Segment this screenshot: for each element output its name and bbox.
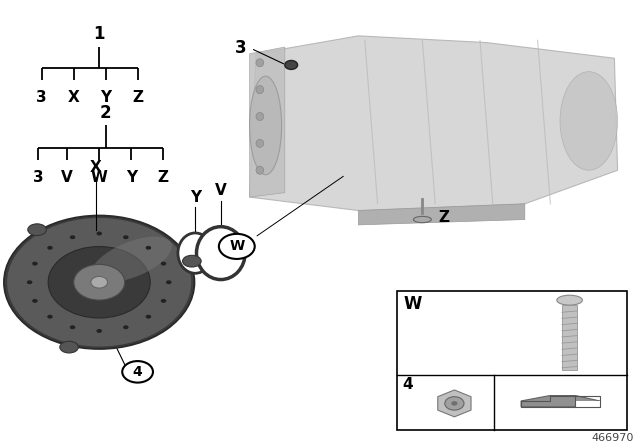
Circle shape [219, 234, 255, 259]
Ellipse shape [250, 76, 282, 175]
Polygon shape [358, 204, 525, 225]
Ellipse shape [256, 112, 264, 121]
Polygon shape [521, 396, 600, 407]
Ellipse shape [97, 232, 102, 236]
Ellipse shape [146, 315, 151, 319]
Circle shape [451, 401, 458, 405]
Polygon shape [250, 47, 285, 197]
Text: 3: 3 [235, 39, 246, 57]
Ellipse shape [97, 329, 102, 333]
Ellipse shape [557, 295, 582, 305]
Ellipse shape [146, 246, 151, 250]
Ellipse shape [161, 299, 166, 303]
Ellipse shape [74, 264, 125, 300]
Circle shape [445, 396, 464, 410]
Text: Z: Z [438, 210, 449, 225]
Text: W: W [403, 295, 422, 313]
Ellipse shape [32, 299, 38, 303]
Text: W: W [229, 239, 244, 254]
Ellipse shape [560, 72, 618, 170]
Text: Z: Z [157, 170, 169, 185]
Ellipse shape [6, 217, 192, 347]
Ellipse shape [196, 227, 245, 280]
Ellipse shape [256, 59, 264, 67]
Text: 3: 3 [36, 90, 47, 104]
Ellipse shape [28, 224, 46, 236]
Text: Y: Y [125, 170, 137, 185]
Circle shape [122, 361, 153, 383]
Ellipse shape [32, 262, 38, 266]
Polygon shape [438, 390, 471, 417]
Ellipse shape [47, 246, 52, 250]
Ellipse shape [123, 235, 129, 239]
Bar [397, 291, 627, 430]
Polygon shape [575, 401, 600, 407]
Text: V: V [215, 184, 227, 198]
Ellipse shape [256, 166, 264, 174]
Text: 2: 2 [100, 104, 111, 122]
Text: X: X [68, 90, 79, 104]
Ellipse shape [178, 233, 212, 273]
Ellipse shape [60, 341, 78, 353]
Ellipse shape [256, 86, 264, 94]
Bar [562, 305, 577, 370]
Ellipse shape [161, 262, 166, 266]
Ellipse shape [166, 280, 172, 284]
Ellipse shape [70, 325, 76, 329]
Ellipse shape [91, 276, 108, 288]
Ellipse shape [182, 255, 201, 267]
Text: Z: Z [132, 90, 143, 104]
Ellipse shape [123, 325, 129, 329]
Ellipse shape [413, 216, 431, 223]
Text: V: V [61, 170, 73, 185]
Ellipse shape [204, 232, 238, 274]
Ellipse shape [4, 215, 195, 349]
Text: X: X [90, 160, 102, 175]
Text: 466970: 466970 [591, 433, 634, 443]
Text: 3: 3 [33, 170, 44, 185]
Polygon shape [250, 36, 618, 211]
Text: Y: Y [100, 90, 111, 104]
Ellipse shape [285, 60, 298, 69]
Text: 1: 1 [93, 26, 105, 43]
Ellipse shape [92, 237, 172, 282]
Ellipse shape [256, 139, 264, 147]
Ellipse shape [47, 315, 52, 319]
Text: 4: 4 [132, 365, 143, 379]
Ellipse shape [27, 280, 33, 284]
Ellipse shape [70, 235, 76, 239]
Ellipse shape [48, 246, 150, 318]
Text: W: W [91, 170, 108, 185]
Text: Y: Y [189, 190, 201, 205]
Text: 4: 4 [402, 377, 413, 392]
